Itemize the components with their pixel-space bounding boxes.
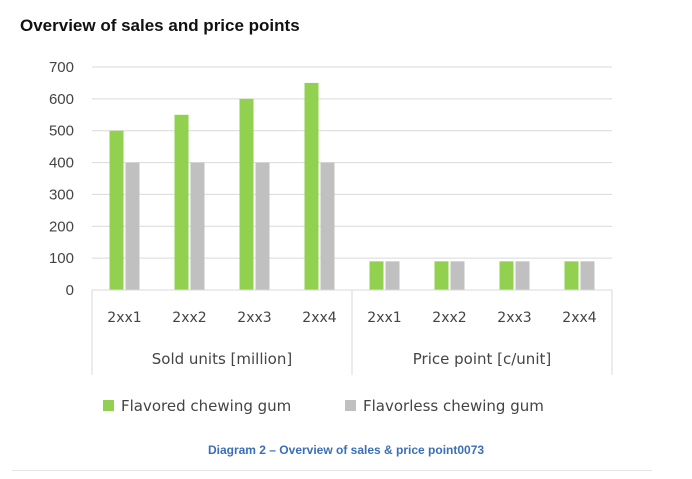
x-tick-label: 2xx3 [237,310,271,326]
y-tick-label: 600 [49,91,74,108]
y-tick-label: 400 [49,155,74,172]
bar-flavored [239,98,254,290]
chart-title: Overview of sales and price points [20,16,300,35]
bar-flavored [369,261,384,290]
y-tick-label: 700 [49,59,74,76]
x-tick-label: 2xx2 [432,310,466,326]
bar-flavorless [255,162,270,290]
gridlines [92,66,612,259]
legend-label: Flavored chewing gum [121,397,291,415]
x-tick-label: 2xx3 [497,310,531,326]
bar-flavored [174,114,189,291]
y-tick-label: 500 [49,123,74,140]
y-tick-label: 200 [49,218,74,235]
y-tick-label: 100 [49,250,74,267]
x-group-label: Price point [c/unit] [413,350,551,368]
bar-flavored [564,261,579,290]
bar-flavorless [125,162,140,290]
bar-flavorless [515,261,530,290]
legend: Flavored chewing gum Flavorless chewing g… [103,397,544,415]
x-group-label: Sold units [million] [152,350,292,368]
x-tick-label: 2xx4 [302,310,336,326]
bar-flavorless [450,261,465,290]
bar-flavorless [580,261,595,290]
legend-swatch [345,400,356,411]
bar-flavorless [385,261,400,290]
y-tick-label: 0 [66,282,74,299]
bars [109,82,595,291]
y-tick-labels: 0 100 200 300 400 500 600 700 [49,59,74,299]
divider [12,470,652,471]
legend-swatch [103,400,114,411]
bar-flavored [434,261,449,290]
bar-flavorless [320,162,335,290]
diagram-caption: Diagram 2 – Overview of sales & price po… [207,443,485,457]
bar-flavored [499,261,514,290]
x-tick-label: 2xx4 [562,310,596,326]
x-tick-label: 2xx1 [367,310,401,326]
y-tick-label: 300 [49,186,74,203]
x-tick-label: 2xx1 [107,310,141,326]
axes [91,289,613,375]
bar-flavorless [190,162,205,290]
bar-flavored [109,130,124,290]
x-tick-label: 2xx2 [172,310,206,326]
legend-label: Flavorless chewing gum [363,397,544,415]
x-tick-labels: 2xx1 2xx2 2xx3 2xx4 2xx1 2xx2 2xx3 2xx4 Sold uni… [107,310,596,368]
bar-flavored [304,82,319,290]
